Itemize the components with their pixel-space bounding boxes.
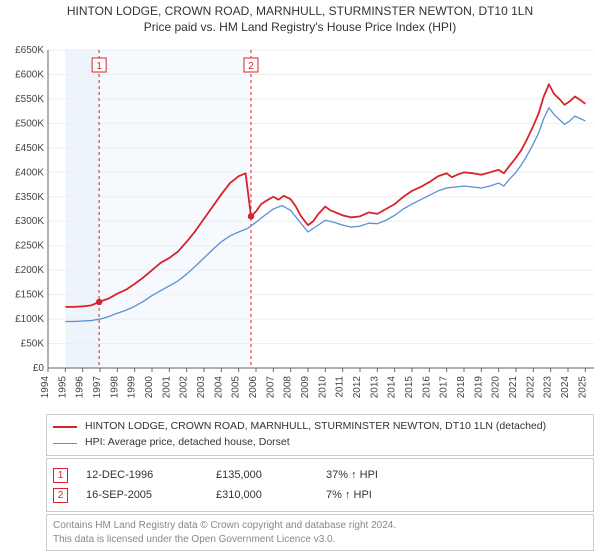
svg-text:2001: 2001 [161,376,172,399]
svg-text:2025: 2025 [577,376,588,399]
svg-text:2010: 2010 [317,376,328,399]
title-line-2: Price paid vs. HM Land Registry's House … [0,20,600,36]
events-table: 1 12-DEC-1996 £135,000 37% ↑ HPI 2 16-SE… [46,458,594,512]
event-date: 12-DEC-1996 [86,469,216,481]
chart-title: HINTON LODGE, CROWN ROAD, MARNHULL, STUR… [0,0,600,35]
svg-text:£600K: £600K [15,69,44,80]
legend-label-series2: HPI: Average price, detached house, Dors… [85,435,290,451]
svg-text:1: 1 [96,61,102,72]
svg-text:2004: 2004 [213,376,224,399]
svg-text:2005: 2005 [231,376,242,399]
svg-text:2018: 2018 [456,376,467,399]
event-row: 1 12-DEC-1996 £135,000 37% ↑ HPI [53,465,587,485]
svg-text:2006: 2006 [248,376,259,399]
svg-text:2000: 2000 [144,376,155,399]
svg-text:2003: 2003 [196,376,207,399]
svg-text:£350K: £350K [15,192,44,203]
svg-text:£150K: £150K [15,290,44,301]
svg-text:£650K: £650K [15,45,44,56]
event-date: 16-SEP-2005 [86,489,216,501]
event-price: £135,000 [216,469,326,481]
footer-line-1: Contains HM Land Registry data © Crown c… [53,519,587,533]
event-marker-icon: 1 [53,468,68,483]
event-price: £310,000 [216,489,326,501]
svg-text:1999: 1999 [127,376,138,399]
svg-text:2007: 2007 [265,376,276,399]
legend-label-series1: HINTON LODGE, CROWN ROAD, MARNHULL, STUR… [85,419,546,435]
event-row: 2 16-SEP-2005 £310,000 7% ↑ HPI [53,485,587,505]
svg-text:2024: 2024 [560,376,571,399]
svg-text:£450K: £450K [15,143,44,154]
svg-text:£500K: £500K [15,118,44,129]
svg-text:2023: 2023 [543,376,554,399]
svg-text:2013: 2013 [369,376,380,399]
svg-text:2021: 2021 [508,376,519,399]
svg-text:2014: 2014 [387,376,398,399]
svg-text:£0: £0 [33,363,45,374]
svg-text:2016: 2016 [421,376,432,399]
legend: HINTON LODGE, CROWN ROAD, MARNHULL, STUR… [46,414,594,456]
svg-text:2022: 2022 [525,376,536,399]
svg-text:1997: 1997 [92,376,103,399]
svg-text:1994: 1994 [40,376,51,399]
svg-text:£550K: £550K [15,94,44,105]
svg-text:1995: 1995 [57,376,68,399]
svg-text:£50K: £50K [21,339,45,350]
attribution-footer: Contains HM Land Registry data © Crown c… [46,514,594,551]
chart-container: { "title": { "line1": "HINTON LODGE, CRO… [0,0,600,560]
svg-text:2009: 2009 [300,376,311,399]
svg-text:2017: 2017 [439,376,450,399]
svg-text:2019: 2019 [473,376,484,399]
footer-line-2: This data is licensed under the Open Gov… [53,533,587,547]
svg-text:£250K: £250K [15,241,44,252]
svg-text:2008: 2008 [283,376,294,399]
svg-text:2002: 2002 [179,376,190,399]
svg-text:£400K: £400K [15,167,44,178]
svg-text:1996: 1996 [75,376,86,399]
svg-text:2011: 2011 [335,376,346,398]
svg-text:2: 2 [248,61,254,72]
line-chart-svg: £0 £50K £100K £150K £200K £250K £300K £350K £400… [0,40,600,410]
svg-text:£200K: £200K [15,265,44,276]
svg-text:1998: 1998 [109,376,120,399]
event-relation: 37% ↑ HPI [326,469,378,481]
legend-row-series2: HPI: Average price, detached house, Dors… [53,435,587,451]
svg-text:£300K: £300K [15,216,44,227]
event-relation: 7% ↑ HPI [326,489,372,501]
legend-swatch-series2 [53,443,77,444]
svg-text:2012: 2012 [352,376,363,399]
event-marker-icon: 2 [53,488,68,503]
svg-text:2020: 2020 [491,376,502,399]
title-line-1: HINTON LODGE, CROWN ROAD, MARNHULL, STUR… [0,4,600,20]
svg-text:£100K: £100K [15,314,44,325]
chart-area: £0 £50K £100K £150K £200K £250K £300K £350K £400… [0,40,600,410]
legend-swatch-series1 [53,426,77,428]
svg-text:2015: 2015 [404,376,415,399]
legend-row-series1: HINTON LODGE, CROWN ROAD, MARNHULL, STUR… [53,419,587,435]
